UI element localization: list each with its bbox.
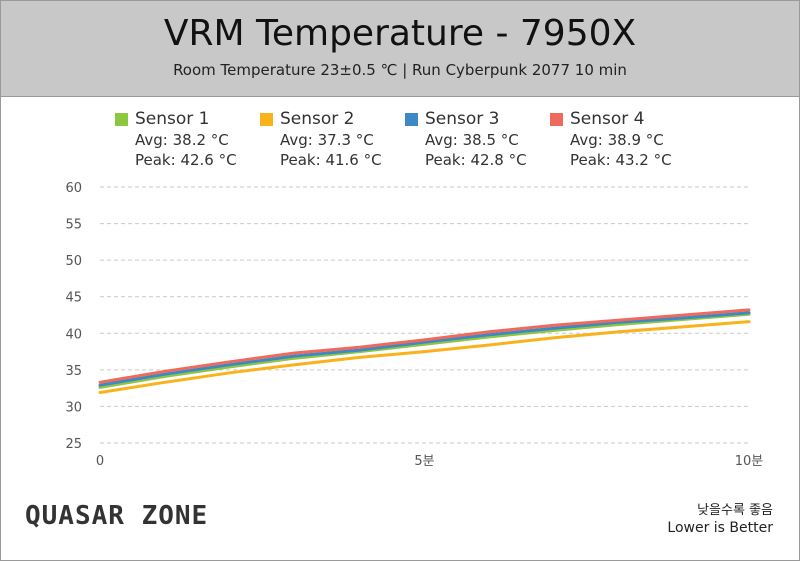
y-tick-label-50: 50	[65, 254, 82, 269]
legend-peak-sensor-2: Peak: 41.6 °C	[280, 151, 382, 169]
legend-peak-sensor-3: Peak: 42.8 °C	[425, 151, 527, 169]
y-tick-label-45: 45	[65, 291, 82, 306]
y-tick-label-55: 55	[65, 218, 82, 233]
legend-entry-sensor-4: Sensor 4 Avg: 38.9 °C Peak: 43.2 °C	[550, 108, 672, 170]
chart-title: VRM Temperature - 7950X	[163, 13, 637, 54]
lower-is-better-note-en: Lower is Better	[667, 520, 773, 536]
legend-avg-sensor-1: Avg: 38.2 °C	[135, 131, 229, 149]
legend-swatch-sensor-3	[405, 112, 418, 126]
legend-avg-sensor-4: Avg: 38.9 °C	[570, 131, 664, 149]
legend-entry-sensor-2: Sensor 2 Avg: 37.3 °C Peak: 41.6 °C	[260, 108, 382, 170]
y-tick-label-60: 60	[65, 181, 82, 196]
legend-peak-sensor-4: Peak: 43.2 °C	[570, 151, 672, 169]
series-line-sensor-1	[98, 312, 751, 389]
series-line-sensor-4	[98, 308, 751, 384]
line-chart: 60 55 50 45 40 35 30 25 0 5분 10분	[65, 181, 764, 469]
series-line-sensor-3	[98, 311, 751, 387]
legend-label-sensor-4: Sensor 4	[570, 109, 645, 129]
legend-peak-sensor-1: Peak: 42.6 °C	[135, 151, 237, 169]
y-tick-label-25: 25	[65, 437, 82, 452]
y-tick-label-30: 30	[65, 400, 82, 415]
x-tick-label-5: 5분	[414, 454, 434, 469]
legend-entry-sensor-3: Sensor 3 Avg: 38.5 °C Peak: 42.8 °C	[405, 108, 527, 170]
legend-avg-sensor-3: Avg: 38.5 °C	[425, 131, 519, 149]
series-line-sensor-2	[98, 320, 751, 394]
x-tick-label-0: 0	[96, 454, 104, 469]
legend-swatch-sensor-2	[260, 112, 273, 126]
y-tick-label-40: 40	[65, 327, 82, 342]
legend-avg-sensor-2: Avg: 37.3 °C	[280, 131, 374, 149]
lower-is-better-note-ko: 낮을수록 좋음	[697, 503, 773, 518]
chart-subtitle: Room Temperature 23±0.5 ℃ | Run Cyberpun…	[173, 61, 627, 79]
legend-swatch-sensor-1	[115, 112, 128, 126]
legend-entry-sensor-1: Sensor 1 Avg: 38.2 °C Peak: 42.6 °C	[115, 108, 237, 170]
legend-label-sensor-1: Sensor 1	[135, 109, 210, 129]
quasar-zone-logo: QUASAR ZONE	[25, 501, 209, 531]
y-tick-label-35: 35	[65, 364, 82, 379]
chart-header: VRM Temperature - 7950X Room Temperature…	[1, 1, 799, 97]
legend-swatch-sensor-4	[550, 112, 563, 126]
legend-label-sensor-3: Sensor 3	[425, 109, 500, 129]
legend-label-sensor-2: Sensor 2	[280, 109, 355, 129]
x-tick-label-10: 10분	[735, 454, 764, 469]
